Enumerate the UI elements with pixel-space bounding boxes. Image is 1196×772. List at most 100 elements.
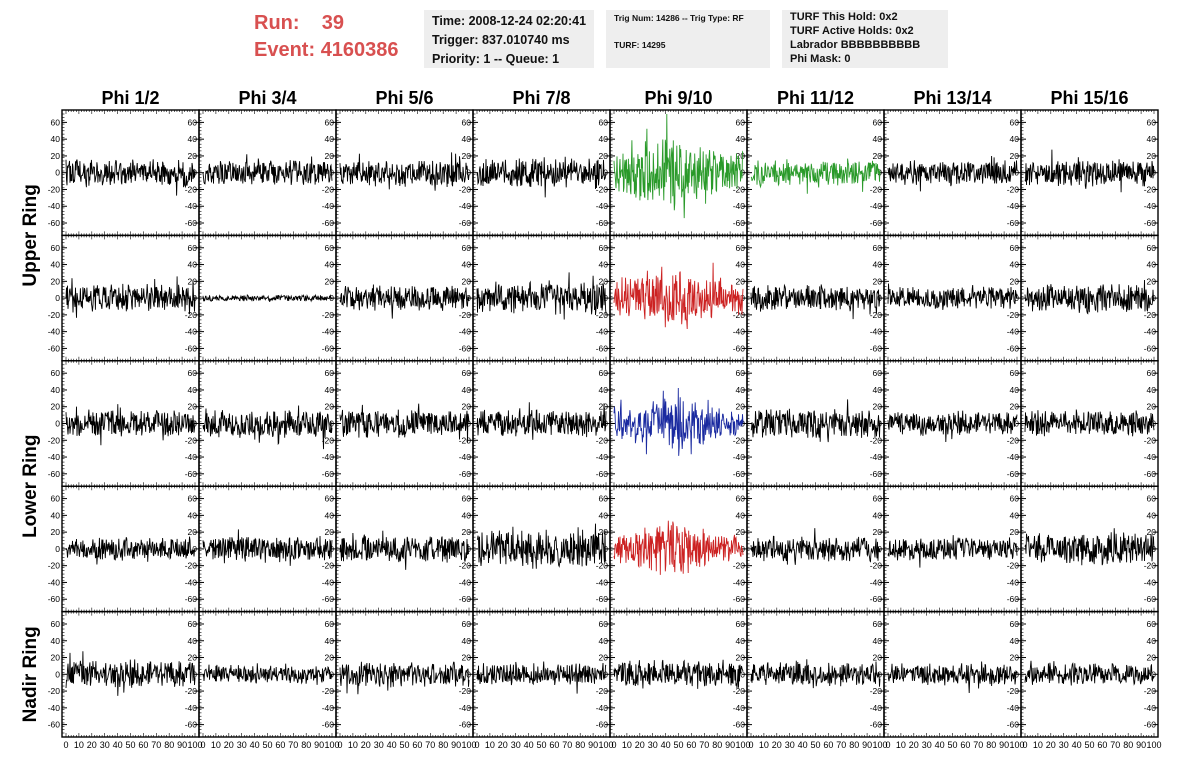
y-tick-label: 60 xyxy=(736,494,746,504)
waveform-trace xyxy=(202,154,333,185)
waveform-trace xyxy=(202,293,333,303)
y-tick-label: 0 xyxy=(603,544,608,554)
waveform-trace xyxy=(750,528,881,565)
y-tick-label: -60 xyxy=(1144,343,1157,353)
waveform-trace xyxy=(476,156,607,198)
y-tick-label: 40 xyxy=(188,385,198,395)
waveform-trace xyxy=(65,276,196,318)
y-tick-label: 60 xyxy=(188,368,198,378)
y-tick-label: 40 xyxy=(462,510,472,520)
y-tick-label: -20 xyxy=(596,184,609,194)
y-tick-label: -40 xyxy=(48,327,61,337)
y-tick-label: -60 xyxy=(596,594,609,604)
column-header: Phi 15/16 xyxy=(1050,88,1128,108)
y-tick-label: 60 xyxy=(1147,368,1157,378)
ring-label: Lower Ring xyxy=(20,434,41,537)
y-tick-label: -40 xyxy=(596,327,609,337)
y-tick-label: -60 xyxy=(870,469,883,479)
panel-frame xyxy=(609,485,748,613)
event-label: Event: xyxy=(254,39,316,61)
y-tick-label: -20 xyxy=(596,435,609,445)
run-event-info: Run: 39 Event: 4160386 xyxy=(254,10,399,64)
y-tick-label: 60 xyxy=(51,494,61,504)
ring-label: Nadir Ring xyxy=(20,626,41,722)
y-tick-label: -40 xyxy=(1007,201,1020,211)
column-header: Phi 7/8 xyxy=(512,88,570,108)
y-tick-label: 60 xyxy=(599,117,609,127)
y-tick-label: -20 xyxy=(1144,184,1157,194)
y-tick-label: 20 xyxy=(325,527,335,537)
column-header: Phi 1/2 xyxy=(101,88,159,108)
y-tick-label: -40 xyxy=(459,327,472,337)
y-tick-label: -60 xyxy=(322,594,335,604)
y-tick-label: -40 xyxy=(596,201,609,211)
y-tick-label: -60 xyxy=(1007,594,1020,604)
y-tick-label: 20 xyxy=(1147,151,1157,161)
y-tick-label: 40 xyxy=(325,385,335,395)
y-tick-label: -20 xyxy=(48,561,61,571)
y-tick-label: -60 xyxy=(459,218,472,228)
y-tick-label: 40 xyxy=(873,260,883,270)
run-line: Run: 39 xyxy=(254,10,399,37)
y-tick-label: 40 xyxy=(873,510,883,520)
y-tick-label: 20 xyxy=(51,402,61,412)
y-tick-label: 20 xyxy=(1147,402,1157,412)
y-tick-label: -20 xyxy=(870,435,883,445)
y-tick-label: 40 xyxy=(51,134,61,144)
y-tick-label: -20 xyxy=(322,184,335,194)
y-tick-label: 20 xyxy=(1010,276,1020,286)
y-tick-label: 40 xyxy=(325,134,335,144)
y-tick-label: 20 xyxy=(736,527,746,537)
y-tick-label: -40 xyxy=(322,327,335,337)
turf-info-box: TURF This Hold: 0x2 TURF Active Holds: 0… xyxy=(782,10,948,68)
y-tick-label: 60 xyxy=(873,117,883,127)
waveform-trace xyxy=(202,529,333,566)
y-tick-label: 40 xyxy=(51,260,61,270)
y-tick-label: 60 xyxy=(325,368,335,378)
waveform-trace xyxy=(339,530,470,570)
waveform-trace xyxy=(887,283,1018,310)
turf-text: TURF: 14295 xyxy=(614,40,666,50)
y-tick-label: -20 xyxy=(870,184,883,194)
waveform-trace xyxy=(339,403,470,443)
waveform-trace xyxy=(202,405,333,450)
waveform-trace xyxy=(750,158,881,194)
y-tick-label: -60 xyxy=(185,218,198,228)
y-tick-label: -60 xyxy=(459,594,472,604)
y-tick-label: -60 xyxy=(459,469,472,479)
y-tick-label: 20 xyxy=(51,527,61,537)
y-tick-label: -40 xyxy=(733,452,746,462)
y-tick-label: 0 xyxy=(603,293,608,303)
waveform-trace xyxy=(613,113,744,219)
y-tick-label: 40 xyxy=(736,510,746,520)
y-tick-label: 40 xyxy=(1010,385,1020,395)
y-tick-label: -40 xyxy=(596,577,609,587)
time-text: Time: 2008-12-24 02:20:41 xyxy=(432,14,587,28)
turf-active-holds-text: TURF Active Holds: 0x2 xyxy=(790,25,914,37)
y-tick-label: -20 xyxy=(1144,310,1157,320)
trigger-info-box: Trig Num: 14286 -- Trig Type: RF TURF: 1… xyxy=(606,10,770,68)
y-tick-label: -60 xyxy=(733,594,746,604)
y-tick-label: -20 xyxy=(322,435,335,445)
y-tick-label: 40 xyxy=(599,385,609,395)
y-tick-label: 60 xyxy=(873,243,883,253)
y-tick-label: -60 xyxy=(596,218,609,228)
event-value: 4160386 xyxy=(320,39,399,61)
waveform-trace xyxy=(750,399,881,443)
y-tick-label: 40 xyxy=(599,134,609,144)
waveform-trace xyxy=(1024,279,1155,315)
y-tick-label: -20 xyxy=(1007,310,1020,320)
y-tick-label: -40 xyxy=(185,577,198,587)
y-tick-label: 40 xyxy=(462,260,472,270)
y-tick-label: 40 xyxy=(736,134,746,144)
y-tick-label: -40 xyxy=(870,327,883,337)
y-tick-label: 40 xyxy=(873,134,883,144)
y-tick-label: 60 xyxy=(1147,117,1157,127)
y-tick-label: 20 xyxy=(462,276,472,286)
y-tick-label: 20 xyxy=(599,151,609,161)
y-tick-label: 20 xyxy=(51,276,61,286)
y-tick-label: -20 xyxy=(733,184,746,194)
y-tick-label: -60 xyxy=(1007,469,1020,479)
y-tick-label: -20 xyxy=(459,435,472,445)
y-tick-label: 20 xyxy=(1010,402,1020,412)
